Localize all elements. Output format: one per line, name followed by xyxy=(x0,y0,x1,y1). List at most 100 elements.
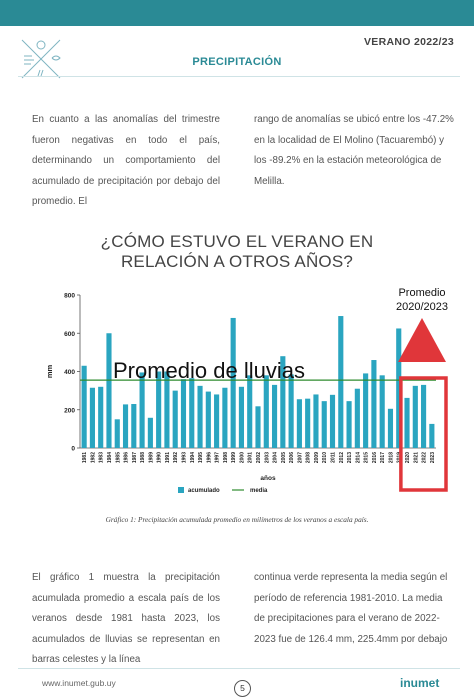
x-tick-label: 1986 xyxy=(124,452,130,463)
inumet-logo: inumet xyxy=(400,676,440,690)
x-tick-label: 1995 xyxy=(198,452,204,463)
bar-1991 xyxy=(164,371,170,448)
bar-2013 xyxy=(346,401,352,448)
y-tick-label: 600 xyxy=(64,331,75,338)
x-tick-label: 1998 xyxy=(223,452,229,463)
section-title: PRECIPITACIÓN xyxy=(192,56,282,68)
bar-1983 xyxy=(98,386,104,448)
x-tick-label: 2015 xyxy=(364,452,370,463)
x-tick-label: 2010 xyxy=(322,452,328,463)
legend-swatch-acumulado xyxy=(178,487,184,493)
bar-2007 xyxy=(296,399,302,448)
bar-1981 xyxy=(81,365,87,448)
bar-1997 xyxy=(214,394,220,448)
paragraph-1-left: En cuanto a las anomalías del trimestre … xyxy=(32,114,220,207)
divider xyxy=(18,76,460,77)
footer-url[interactable]: www.inumet.gub.uy xyxy=(42,678,116,688)
x-tick-label: 1993 xyxy=(181,452,187,463)
bar-2009 xyxy=(313,394,319,448)
y-axis-label: mm xyxy=(45,365,54,379)
paragraph-1-right: rango de anomalías se ubicó entre los -4… xyxy=(254,114,454,187)
bar-2011 xyxy=(329,394,336,448)
bar-2017 xyxy=(379,375,385,448)
bar-2004 xyxy=(271,384,278,448)
x-tick-label: 1981 xyxy=(82,452,88,463)
x-tick-label: 2011 xyxy=(331,452,337,463)
x-tick-label: 2009 xyxy=(314,452,320,463)
bar-2019 xyxy=(396,328,402,448)
callout-line-2: 2020/2023 xyxy=(396,301,448,313)
bar-1993 xyxy=(180,379,187,448)
bar-1985 xyxy=(114,419,120,448)
bar-2002 xyxy=(255,406,261,448)
weather-icons-icon xyxy=(21,39,61,79)
bar-1995 xyxy=(197,385,203,448)
bar-1989 xyxy=(147,417,153,448)
y-tick-label: 0 xyxy=(71,446,75,453)
x-tick-label: 2004 xyxy=(273,452,279,463)
callout-line-1: Promedio xyxy=(398,287,445,299)
x-tick-label: 2016 xyxy=(372,452,378,463)
bar-1996 xyxy=(205,391,211,448)
bar-1986 xyxy=(122,404,129,448)
bar-1990 xyxy=(156,371,162,448)
x-tick-label: 1987 xyxy=(132,452,138,463)
x-tick-label: 2013 xyxy=(347,452,353,463)
x-tick-label: 2001 xyxy=(248,452,254,463)
bar-2015 xyxy=(363,373,369,448)
bar-2014 xyxy=(354,388,360,448)
bar-2006 xyxy=(288,374,294,448)
x-tick-label: 2022 xyxy=(422,452,428,463)
page-number: 5 xyxy=(234,680,251,697)
bar-2022 xyxy=(421,384,427,448)
bar-2016 xyxy=(371,360,377,448)
x-tick-label: 1991 xyxy=(165,452,171,463)
x-tick-label: 2003 xyxy=(264,452,270,463)
overlay-annotation: Promedio de lluvias xyxy=(113,358,305,383)
chart-caption: Gráfico 1: Precipitación acumulada prome… xyxy=(105,515,369,524)
x-tick-label: 2007 xyxy=(297,452,303,463)
x-tick-label: 1999 xyxy=(231,452,237,463)
bar-2000 xyxy=(238,386,245,448)
bar-1998 xyxy=(222,387,228,448)
x-tick-label: 2014 xyxy=(355,452,361,463)
y-tick-label: 800 xyxy=(64,293,75,300)
bar-1987 xyxy=(131,404,137,448)
bar-2008 xyxy=(305,398,311,448)
bar-1988 xyxy=(139,372,145,448)
bar-2021 xyxy=(412,385,418,448)
x-tick-label: 2006 xyxy=(289,452,295,463)
bar-2005 xyxy=(280,356,286,448)
x-tick-label: 1992 xyxy=(173,452,179,463)
bar-1982 xyxy=(89,387,95,448)
bar-2003 xyxy=(263,375,269,448)
legend-label-media: media xyxy=(250,488,268,494)
x-tick-label: 1988 xyxy=(140,452,146,463)
bar-1994 xyxy=(189,378,195,448)
x-tick-label: 1994 xyxy=(190,452,196,463)
paragraph-2-right: continua verde representa la media según… xyxy=(254,572,448,645)
x-tick-label: 2020 xyxy=(405,452,411,463)
red-triangle-icon xyxy=(398,318,446,362)
x-tick-label: 2012 xyxy=(339,452,345,463)
x-tick-label: 1985 xyxy=(115,452,121,463)
bar-2020 xyxy=(404,397,410,448)
paragraph-2-left: El gráfico 1 muestra la precipitación ac… xyxy=(32,572,220,665)
x-tick-label: 2021 xyxy=(413,452,419,463)
legend-label-acumulado: acumulado xyxy=(188,488,220,494)
footer-divider xyxy=(18,668,460,669)
x-tick-label: 1982 xyxy=(90,452,96,463)
x-tick-label: 2023 xyxy=(430,452,436,463)
y-tick-label: 400 xyxy=(64,369,75,376)
x-tick-label: 1990 xyxy=(157,452,163,463)
y-tick-label: 200 xyxy=(64,407,75,414)
bar-2001 xyxy=(247,375,253,448)
x-tick-label: 2005 xyxy=(281,452,287,463)
bar-2018 xyxy=(387,408,394,448)
highlight-box xyxy=(399,376,448,492)
x-tick-label: 2002 xyxy=(256,452,262,463)
question-heading-line-1: ¿CÓMO ESTUVO EL VERANO EN xyxy=(100,232,374,251)
x-tick-label: 1996 xyxy=(206,452,212,463)
bar-1992 xyxy=(172,390,178,448)
